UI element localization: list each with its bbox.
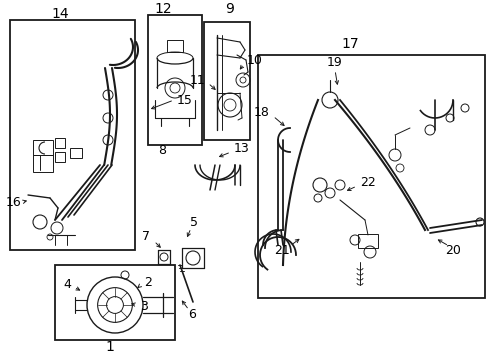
Text: 9: 9	[225, 2, 234, 16]
Bar	[55, 265, 175, 340]
Text: 7: 7	[142, 230, 150, 243]
Bar	[167, 40, 183, 52]
Text: 8: 8	[158, 144, 165, 158]
Text: 15: 15	[177, 94, 192, 107]
Bar	[33, 155, 53, 172]
Text: 1: 1	[105, 340, 114, 354]
Bar	[55, 138, 65, 148]
Text: 10: 10	[246, 54, 263, 67]
Text: 17: 17	[341, 37, 358, 51]
Text: 12: 12	[154, 2, 171, 16]
Text: 13: 13	[234, 141, 249, 154]
Bar	[203, 22, 249, 140]
Bar	[70, 148, 82, 158]
Text: 21: 21	[274, 243, 289, 256]
Text: 3: 3	[140, 301, 147, 314]
Bar	[55, 152, 65, 162]
Bar	[357, 234, 377, 248]
Text: 2: 2	[143, 275, 152, 288]
Bar	[33, 140, 53, 155]
Text: 14: 14	[51, 7, 69, 21]
Text: 19: 19	[326, 57, 342, 69]
Text: 16: 16	[6, 195, 21, 208]
Text: 4: 4	[63, 278, 71, 291]
Bar	[10, 20, 135, 250]
Text: 22: 22	[359, 175, 375, 189]
Text: 20: 20	[444, 243, 460, 256]
Bar	[148, 15, 202, 145]
Bar	[258, 55, 484, 298]
Text: 18: 18	[254, 105, 269, 118]
Text: 5: 5	[190, 216, 198, 229]
Text: 11: 11	[189, 73, 204, 86]
Text: 6: 6	[188, 307, 196, 320]
